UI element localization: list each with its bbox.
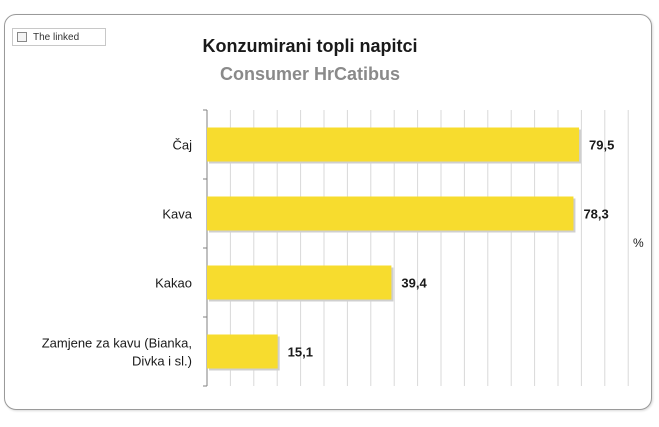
- category-label: Kava: [162, 207, 192, 222]
- linked-image-placeholder: The linked: [12, 28, 106, 46]
- chart-title: Konzumirani topli napitci: [202, 36, 418, 56]
- bar: [207, 127, 580, 162]
- category-label: Čaj: [172, 138, 192, 153]
- data-label: 79,5: [589, 138, 614, 153]
- linked-image-label: The linked: [33, 31, 80, 43]
- category-label: Divka i sl.): [132, 354, 192, 369]
- broken-image-icon: [17, 32, 27, 42]
- data-label: 15,1: [288, 345, 313, 360]
- bar: [207, 334, 278, 369]
- bar: [207, 196, 574, 231]
- data-label: 39,4: [401, 276, 427, 291]
- data-label: 78,3: [583, 207, 608, 222]
- category-label: Zamjene za kavu (Bianka,: [42, 336, 192, 351]
- chart-subtitle: Consumer HrCatibus: [219, 64, 401, 84]
- unit-label: %: [633, 236, 644, 250]
- category-label: Kakao: [155, 276, 192, 291]
- bar: [207, 265, 392, 300]
